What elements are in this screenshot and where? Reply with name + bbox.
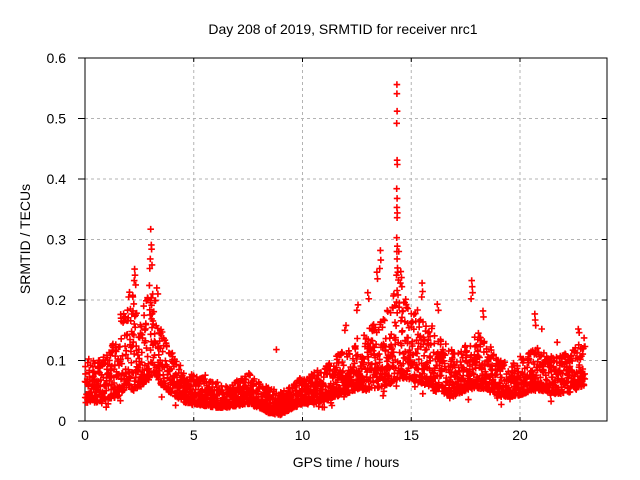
- y-tick-label: 0: [58, 413, 66, 429]
- y-axis-label: SRMTID / TECUs: [17, 184, 33, 294]
- x-tick-label: 0: [81, 427, 89, 443]
- axis-ticks: [78, 57, 607, 422]
- x-tick-label: 5: [190, 427, 198, 443]
- y-tick-label: 0.5: [47, 111, 67, 127]
- x-tick-label: 10: [295, 427, 311, 443]
- y-tick-label: 0.3: [47, 232, 67, 248]
- y-tick-label: 0.1: [47, 353, 67, 369]
- chart-title: Day 208 of 2019, SRMTID for receiver nrc…: [208, 21, 477, 37]
- x-tick-label: 20: [512, 427, 528, 443]
- scatter-plus-markers: [81, 81, 589, 419]
- gridlines: [85, 58, 607, 421]
- axis-tick-labels: 0 0.1 0.2 0.3 0.4 0.5 0.6 0 5 10 15 20: [47, 50, 528, 443]
- y-tick-label: 0.6: [47, 50, 67, 66]
- data-points: [81, 81, 589, 419]
- y-tick-label: 0.2: [47, 292, 67, 308]
- y-tick-label: 0.4: [47, 171, 67, 187]
- x-tick-label: 15: [403, 427, 419, 443]
- x-axis-label: GPS time / hours: [293, 454, 400, 470]
